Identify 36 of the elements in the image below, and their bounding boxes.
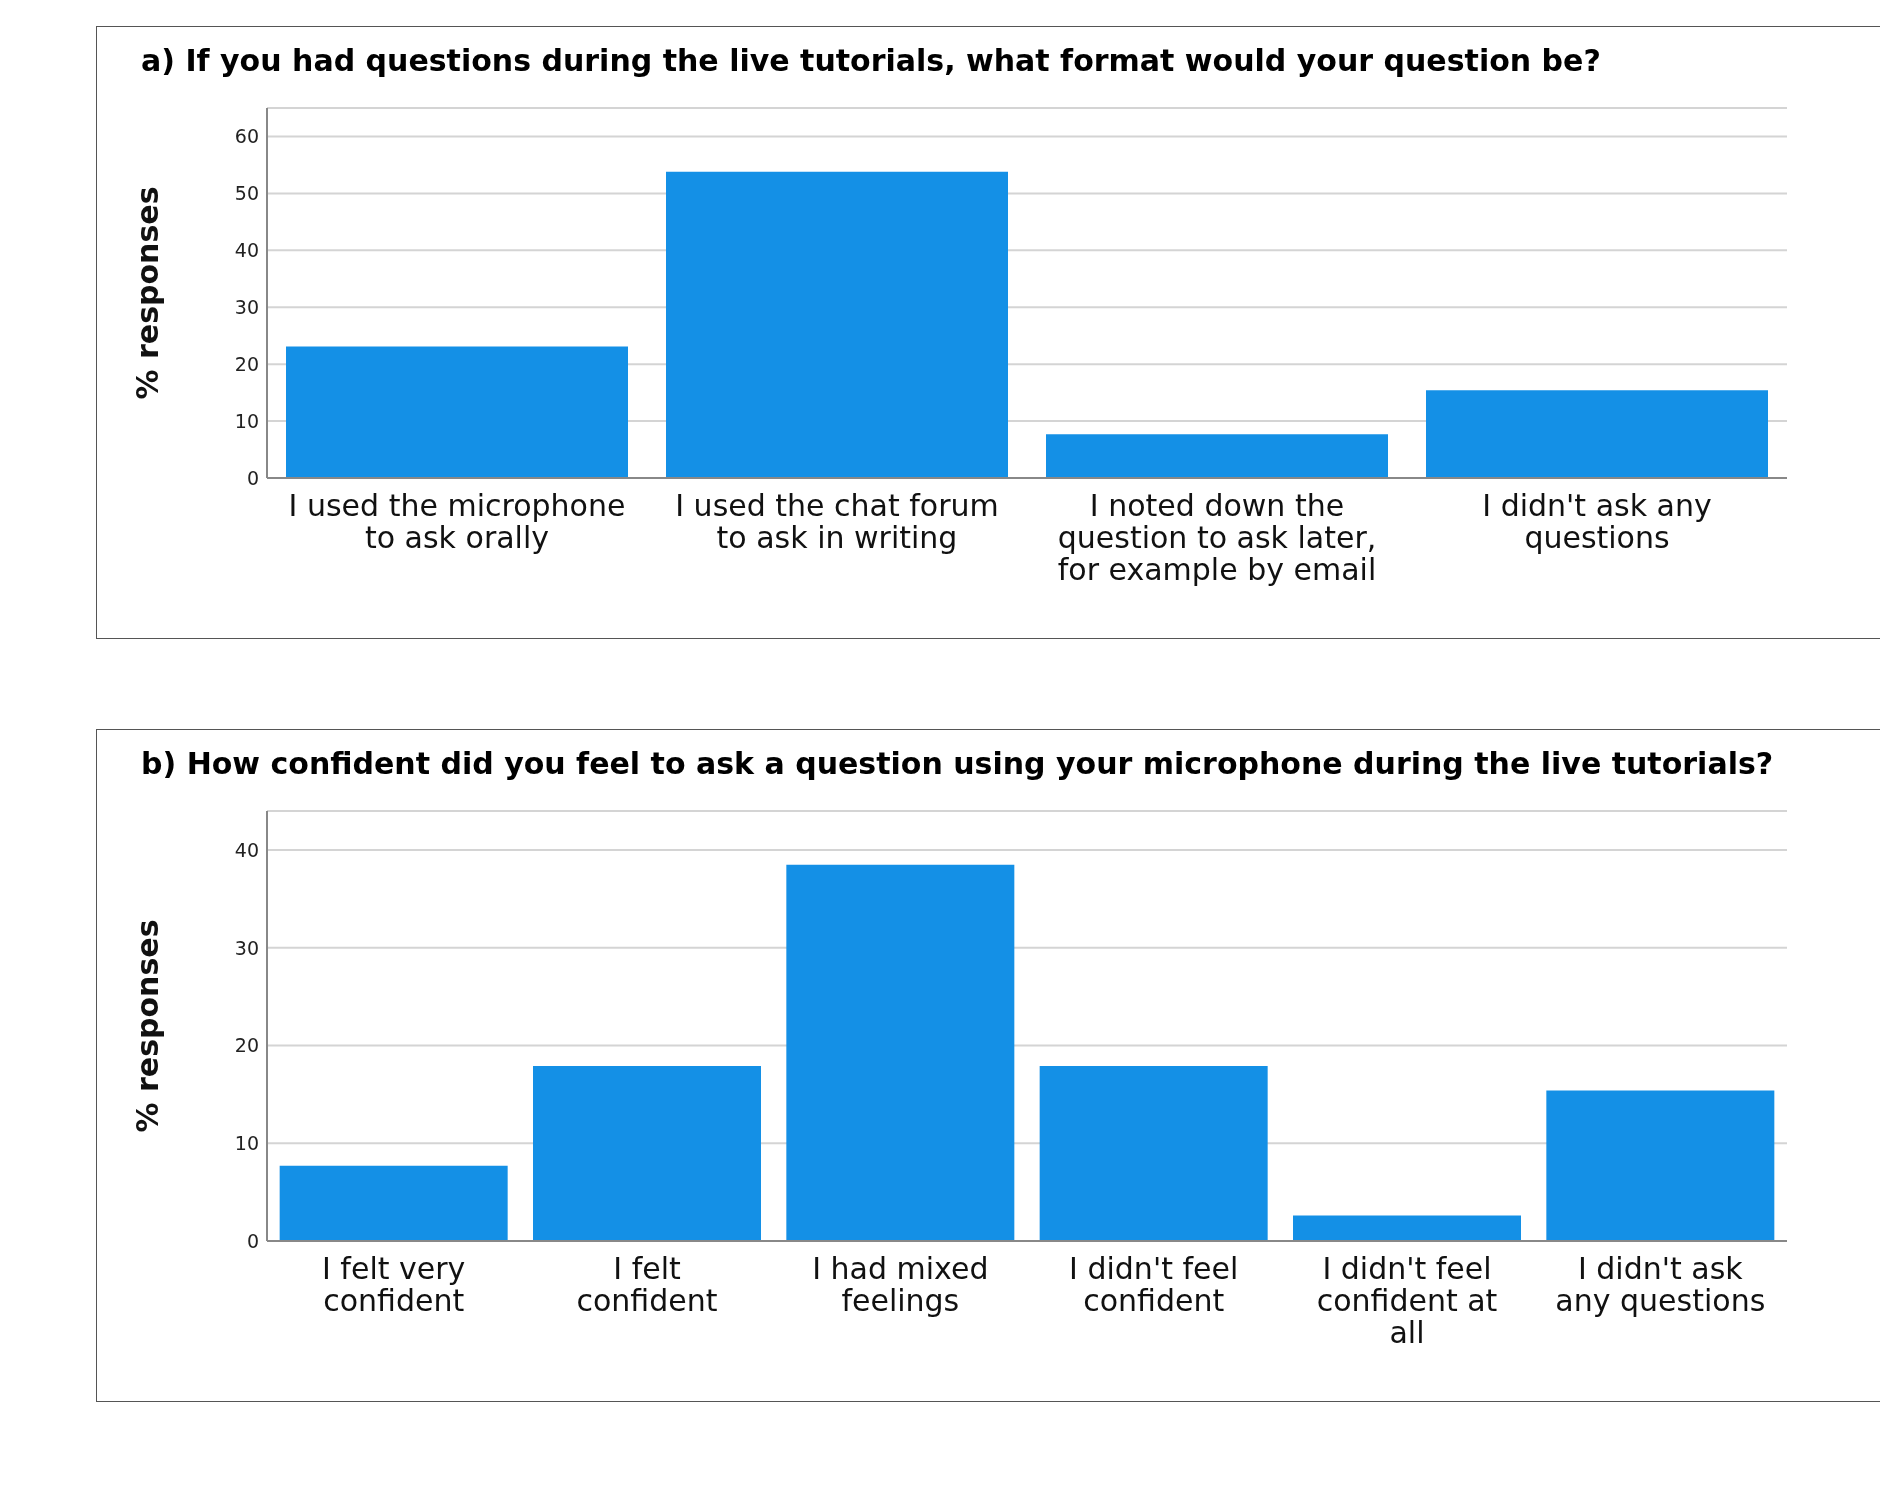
x-tick-label: I felt confident bbox=[576, 1251, 718, 1318]
x-tick-label: I didn't feel confident bbox=[1069, 1251, 1239, 1318]
bar bbox=[1039, 1066, 1268, 1241]
bar bbox=[666, 171, 1008, 478]
x-tick-label: I used the chat forum to ask in writing bbox=[675, 488, 999, 555]
y-axis-title: % responses bbox=[129, 186, 165, 400]
y-tick-label: 60 bbox=[234, 125, 259, 148]
x-tick-label: I didn't feel confident at all bbox=[1316, 1251, 1498, 1350]
bar bbox=[786, 864, 1015, 1241]
y-axis-title: % responses bbox=[129, 919, 165, 1133]
y-tick-label: 30 bbox=[234, 295, 259, 318]
y-tick-label: 10 bbox=[234, 1132, 259, 1155]
x-tick-label: I felt very confident bbox=[321, 1251, 466, 1318]
x-tick-label: I didn't ask any questions bbox=[1555, 1251, 1766, 1318]
y-tick-label: 20 bbox=[234, 1034, 259, 1057]
x-tick-label: I had mixed feelings bbox=[812, 1251, 989, 1318]
y-tick-label: 0 bbox=[246, 1229, 259, 1252]
bar bbox=[533, 1066, 761, 1241]
bar bbox=[1546, 1090, 1775, 1241]
y-tick-label: 40 bbox=[234, 838, 259, 861]
bar bbox=[279, 1165, 508, 1241]
y-tick-label: 50 bbox=[234, 182, 259, 205]
chart-title: b) How confident did you feel to ask a question using your microphone during the live tutorials? bbox=[140, 745, 1775, 781]
bar bbox=[286, 346, 628, 478]
y-tick-label: 0 bbox=[246, 466, 259, 489]
bar bbox=[1293, 1215, 1521, 1241]
x-tick-label: I used the microphone to ask orally bbox=[288, 488, 626, 555]
bar bbox=[1046, 434, 1388, 478]
y-tick-label: 30 bbox=[234, 936, 259, 959]
y-tick-label: 40 bbox=[234, 239, 259, 262]
x-tick-label: I didn't ask any questions bbox=[1482, 488, 1712, 555]
y-tick-label: 10 bbox=[234, 409, 259, 432]
bar bbox=[1426, 390, 1768, 478]
chart-title: a) If you had questions during the live tutorials, what format would your question be? bbox=[140, 42, 1602, 78]
y-tick-label: 20 bbox=[234, 352, 259, 375]
x-tick-label: I noted down the question to ask later, for example by email bbox=[1057, 488, 1377, 587]
